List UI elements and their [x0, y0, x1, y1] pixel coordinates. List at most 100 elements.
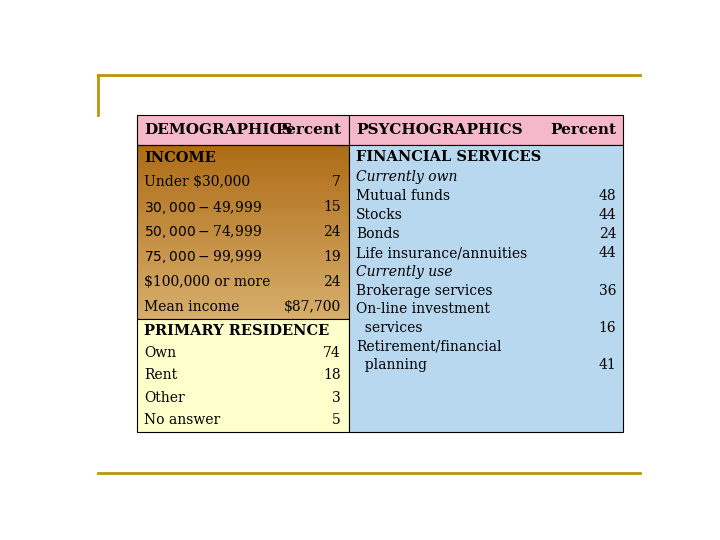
FancyBboxPatch shape: [138, 249, 349, 252]
FancyBboxPatch shape: [349, 145, 623, 431]
Text: 19: 19: [323, 250, 341, 264]
FancyBboxPatch shape: [138, 308, 349, 310]
FancyBboxPatch shape: [138, 212, 349, 214]
Text: 24: 24: [598, 227, 616, 241]
Text: 15: 15: [323, 200, 341, 214]
Text: $75,000 - $99,999: $75,000 - $99,999: [144, 248, 262, 265]
FancyBboxPatch shape: [138, 299, 349, 302]
Text: No answer: No answer: [144, 413, 220, 427]
FancyBboxPatch shape: [138, 180, 349, 183]
Text: $87,700: $87,700: [284, 300, 341, 314]
FancyBboxPatch shape: [138, 206, 349, 208]
FancyBboxPatch shape: [138, 200, 349, 203]
FancyBboxPatch shape: [138, 319, 349, 431]
Text: Life insurance/annuities: Life insurance/annuities: [356, 246, 528, 260]
Text: Other: Other: [144, 391, 185, 405]
Text: $50,000 - $74,999: $50,000 - $74,999: [144, 224, 262, 240]
Text: $30,000 - $49,999: $30,000 - $49,999: [144, 199, 262, 215]
Text: 3: 3: [333, 391, 341, 405]
FancyBboxPatch shape: [138, 223, 349, 226]
Text: FINANCIAL SERVICES: FINANCIAL SERVICES: [356, 150, 541, 164]
FancyBboxPatch shape: [138, 168, 349, 171]
FancyBboxPatch shape: [138, 285, 349, 287]
Text: Percent: Percent: [275, 123, 341, 137]
FancyBboxPatch shape: [138, 279, 349, 281]
FancyBboxPatch shape: [138, 174, 349, 177]
Text: 44: 44: [598, 246, 616, 260]
FancyBboxPatch shape: [138, 316, 349, 319]
FancyBboxPatch shape: [138, 171, 349, 174]
FancyBboxPatch shape: [138, 183, 349, 185]
FancyBboxPatch shape: [349, 114, 623, 145]
Text: PRIMARY RESIDENCE: PRIMARY RESIDENCE: [144, 324, 329, 338]
Text: Mean income: Mean income: [144, 300, 240, 314]
FancyBboxPatch shape: [138, 238, 349, 241]
FancyBboxPatch shape: [138, 270, 349, 273]
FancyBboxPatch shape: [138, 235, 349, 238]
Text: Brokerage services: Brokerage services: [356, 284, 492, 298]
Text: 48: 48: [598, 188, 616, 202]
Text: planning: planning: [356, 357, 427, 372]
Text: Currently own: Currently own: [356, 170, 457, 184]
FancyBboxPatch shape: [138, 177, 349, 180]
FancyBboxPatch shape: [138, 267, 349, 270]
FancyBboxPatch shape: [138, 153, 349, 156]
FancyBboxPatch shape: [138, 185, 349, 188]
FancyBboxPatch shape: [138, 226, 349, 229]
Text: 44: 44: [598, 208, 616, 222]
FancyBboxPatch shape: [138, 293, 349, 296]
Text: Own: Own: [144, 346, 176, 360]
FancyBboxPatch shape: [138, 165, 349, 168]
FancyBboxPatch shape: [138, 194, 349, 197]
Text: PSYCHOGRAPHICS: PSYCHOGRAPHICS: [356, 123, 523, 137]
FancyBboxPatch shape: [138, 302, 349, 305]
Text: 36: 36: [599, 284, 616, 298]
FancyBboxPatch shape: [138, 145, 349, 147]
Text: Bonds: Bonds: [356, 227, 400, 241]
Text: Rent: Rent: [144, 368, 177, 382]
Text: 16: 16: [598, 321, 616, 335]
FancyBboxPatch shape: [138, 258, 349, 261]
FancyBboxPatch shape: [138, 188, 349, 191]
FancyBboxPatch shape: [138, 296, 349, 299]
Text: INCOME: INCOME: [144, 151, 216, 165]
FancyBboxPatch shape: [138, 255, 349, 258]
FancyBboxPatch shape: [138, 252, 349, 255]
Text: 74: 74: [323, 346, 341, 360]
FancyBboxPatch shape: [138, 281, 349, 285]
Text: $100,000 or more: $100,000 or more: [144, 275, 271, 289]
FancyBboxPatch shape: [138, 261, 349, 264]
FancyBboxPatch shape: [138, 264, 349, 267]
Text: Stocks: Stocks: [356, 208, 403, 222]
FancyBboxPatch shape: [138, 220, 349, 223]
FancyBboxPatch shape: [138, 305, 349, 308]
FancyBboxPatch shape: [138, 203, 349, 206]
FancyBboxPatch shape: [138, 290, 349, 293]
FancyBboxPatch shape: [138, 241, 349, 244]
FancyBboxPatch shape: [138, 275, 349, 279]
Text: services: services: [356, 321, 423, 335]
FancyBboxPatch shape: [138, 214, 349, 218]
FancyBboxPatch shape: [138, 313, 349, 316]
FancyBboxPatch shape: [138, 218, 349, 220]
FancyBboxPatch shape: [138, 114, 349, 145]
FancyBboxPatch shape: [138, 244, 349, 246]
FancyBboxPatch shape: [138, 273, 349, 275]
FancyBboxPatch shape: [138, 208, 349, 212]
Text: 7: 7: [332, 175, 341, 189]
FancyBboxPatch shape: [138, 191, 349, 194]
Text: DEMOGRAPHICS: DEMOGRAPHICS: [144, 123, 293, 137]
FancyBboxPatch shape: [138, 229, 349, 232]
Text: Under $30,000: Under $30,000: [144, 175, 251, 189]
FancyBboxPatch shape: [138, 162, 349, 165]
Text: 5: 5: [333, 413, 341, 427]
Text: 18: 18: [323, 368, 341, 382]
FancyBboxPatch shape: [138, 232, 349, 235]
FancyBboxPatch shape: [138, 147, 349, 151]
FancyBboxPatch shape: [138, 197, 349, 200]
Text: 24: 24: [323, 225, 341, 239]
FancyBboxPatch shape: [138, 310, 349, 313]
Text: 41: 41: [598, 357, 616, 372]
Text: On-line investment: On-line investment: [356, 302, 490, 316]
Text: 24: 24: [323, 275, 341, 289]
